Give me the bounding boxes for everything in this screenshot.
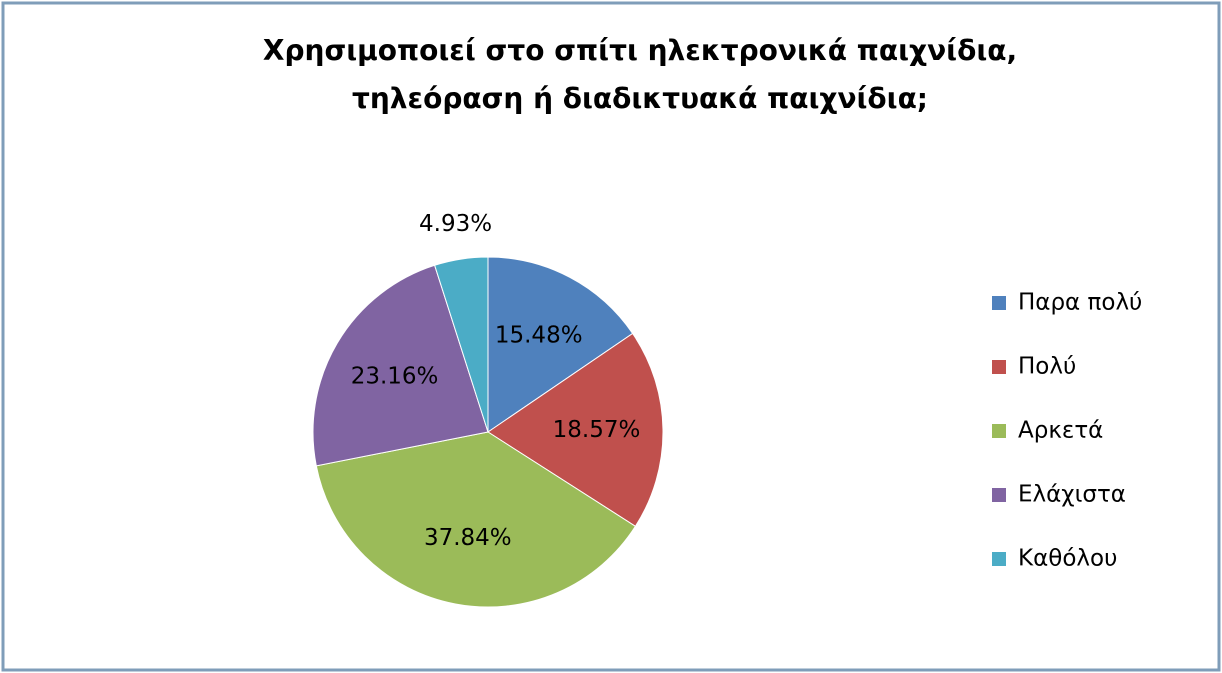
legend-label: Καθόλου bbox=[1018, 546, 1117, 572]
legend-swatch bbox=[992, 552, 1006, 566]
pie-slice bbox=[487, 332, 664, 527]
data-label: 18.57% bbox=[553, 417, 641, 443]
legend-label: Αρκετά bbox=[1018, 418, 1103, 444]
data-label: 4.93% bbox=[419, 211, 492, 237]
data-label: 37.84% bbox=[424, 525, 512, 551]
legend-label: Ελάχιστα bbox=[1018, 482, 1126, 508]
pie-slice bbox=[487, 256, 634, 433]
legend-label: Παρα πολύ bbox=[1018, 290, 1142, 316]
data-label: 23.16% bbox=[351, 363, 439, 389]
chart-title: τηλεόραση ή διαδικτυακά παιχνίδια; bbox=[352, 82, 928, 115]
legend-swatch bbox=[992, 424, 1006, 438]
data-label: 15.48% bbox=[495, 323, 583, 349]
legend-swatch bbox=[992, 296, 1006, 310]
legend-label: Πολύ bbox=[1018, 354, 1076, 380]
chart-title: Χρησιμοποιεί στο σπίτι ηλεκτρονικά παιχν… bbox=[263, 34, 1017, 67]
pie-slice bbox=[312, 264, 489, 467]
legend-swatch bbox=[992, 360, 1006, 374]
legend-swatch bbox=[992, 488, 1006, 502]
pie-slice bbox=[434, 256, 489, 433]
pie-slice bbox=[315, 431, 637, 608]
